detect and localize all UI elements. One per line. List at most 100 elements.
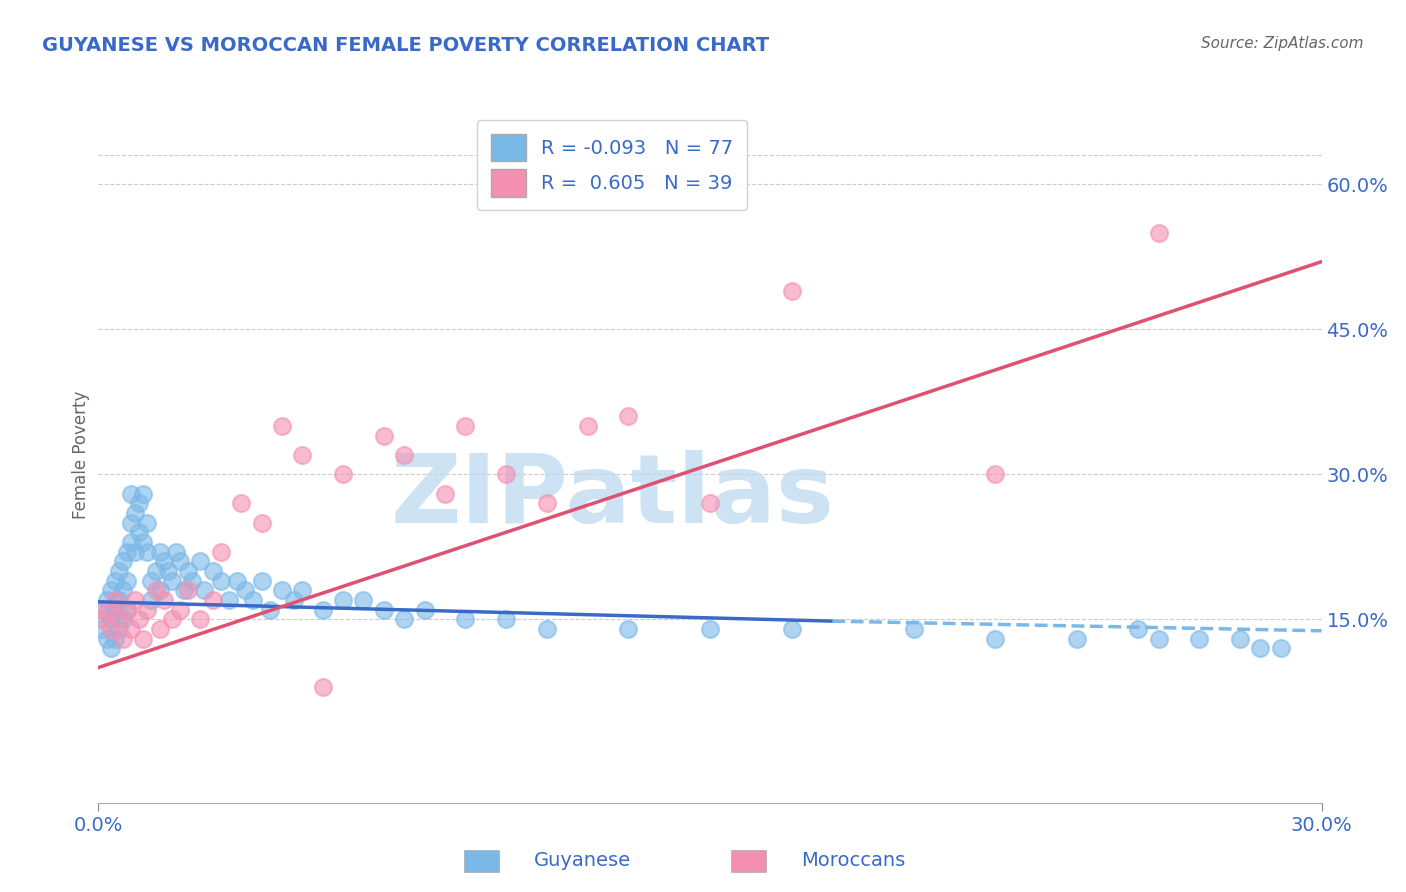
Point — [1249, 641, 1271, 656]
Point — [352, 592, 374, 607]
Point — [699, 496, 721, 510]
Point — [332, 467, 354, 482]
Point — [188, 554, 212, 568]
Point — [233, 583, 256, 598]
Text: Moroccans: Moroccans — [801, 851, 905, 871]
Point — [124, 506, 146, 520]
Point — [120, 622, 142, 636]
Point — [104, 602, 127, 616]
Point — [100, 641, 122, 656]
Point — [536, 622, 558, 636]
Point — [115, 602, 138, 616]
Point — [373, 428, 395, 442]
Point — [100, 612, 122, 626]
Point — [169, 554, 191, 568]
Point — [141, 592, 163, 607]
Point — [145, 564, 167, 578]
Point — [1270, 641, 1292, 656]
Point — [780, 622, 803, 636]
Point — [312, 602, 335, 616]
Point — [91, 612, 114, 626]
Point — [120, 486, 142, 500]
Point — [91, 622, 114, 636]
Text: ZIPatlas: ZIPatlas — [391, 450, 834, 543]
Point — [96, 632, 118, 646]
Point — [104, 632, 127, 646]
Point — [120, 516, 142, 530]
Point — [218, 592, 240, 607]
Text: GUYANESE VS MOROCCAN FEMALE POVERTY CORRELATION CHART: GUYANESE VS MOROCCAN FEMALE POVERTY CORR… — [42, 36, 769, 54]
Point — [124, 544, 146, 558]
Point — [160, 574, 183, 588]
Point — [177, 583, 200, 598]
Point — [149, 583, 172, 598]
Point — [108, 622, 131, 636]
Point — [291, 583, 314, 598]
Point — [132, 632, 155, 646]
Point — [312, 680, 335, 694]
Point — [100, 583, 122, 598]
Point — [132, 535, 155, 549]
Point — [128, 525, 150, 540]
Point — [495, 612, 517, 626]
Legend: R = -0.093   N = 77, R =  0.605   N = 39: R = -0.093 N = 77, R = 0.605 N = 39 — [477, 120, 747, 211]
Point — [413, 602, 436, 616]
Point — [242, 592, 264, 607]
Point — [128, 496, 150, 510]
Point — [111, 632, 134, 646]
Point — [152, 592, 174, 607]
Point — [454, 419, 477, 434]
Point — [1188, 632, 1211, 646]
Point — [617, 409, 640, 424]
Point — [617, 622, 640, 636]
Point — [128, 612, 150, 626]
Point — [434, 486, 457, 500]
Point — [115, 574, 138, 588]
Point — [1147, 632, 1170, 646]
Point — [141, 574, 163, 588]
Point — [96, 592, 118, 607]
Point — [209, 574, 232, 588]
Point — [201, 564, 224, 578]
Point — [231, 496, 253, 510]
Point — [132, 486, 155, 500]
Point — [104, 592, 127, 607]
Point — [250, 516, 273, 530]
Point — [149, 544, 172, 558]
Point — [111, 583, 134, 598]
Point — [1128, 622, 1150, 636]
Point — [136, 602, 159, 616]
Point — [152, 554, 174, 568]
Point — [136, 516, 159, 530]
Point — [181, 574, 204, 588]
Point — [96, 602, 118, 616]
Point — [283, 592, 305, 607]
Point — [177, 564, 200, 578]
Point — [100, 622, 122, 636]
Point — [108, 592, 131, 607]
Point — [392, 612, 416, 626]
Point — [160, 612, 183, 626]
Point — [373, 602, 395, 616]
Point — [903, 622, 925, 636]
Y-axis label: Female Poverty: Female Poverty — [72, 391, 90, 519]
Text: Guyanese: Guyanese — [534, 851, 631, 871]
Point — [250, 574, 273, 588]
Point — [115, 544, 138, 558]
Text: Source: ZipAtlas.com: Source: ZipAtlas.com — [1201, 36, 1364, 51]
Point — [576, 419, 599, 434]
Point — [124, 592, 146, 607]
Point — [699, 622, 721, 636]
Point — [108, 564, 131, 578]
Point — [111, 554, 134, 568]
Point — [392, 448, 416, 462]
Point — [270, 419, 294, 434]
Point — [169, 602, 191, 616]
Point — [115, 602, 138, 616]
Point — [536, 496, 558, 510]
Point — [780, 284, 803, 298]
Point — [259, 602, 281, 616]
Point — [193, 583, 215, 598]
Point — [201, 592, 224, 607]
Point — [495, 467, 517, 482]
